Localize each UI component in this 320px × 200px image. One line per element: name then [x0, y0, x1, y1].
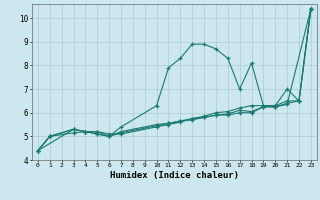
X-axis label: Humidex (Indice chaleur): Humidex (Indice chaleur) — [110, 171, 239, 180]
